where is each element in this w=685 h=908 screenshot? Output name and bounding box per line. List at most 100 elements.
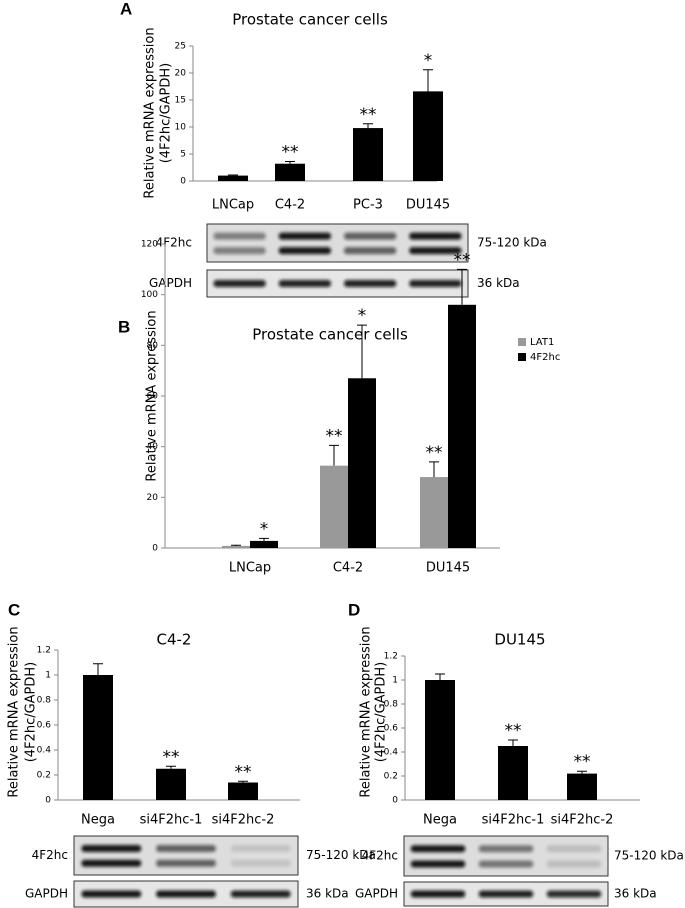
- y-tick-label: 25: [175, 42, 186, 52]
- error-bar: [329, 444, 339, 466]
- error-bar: [429, 461, 439, 478]
- blot-band: [156, 844, 216, 852]
- blot-size: 75-120 kDa: [306, 848, 376, 862]
- y-tick-label: 0.8: [37, 696, 52, 706]
- blot-label: GAPDH: [355, 887, 398, 901]
- blot-band: [344, 232, 397, 240]
- bar: [228, 782, 258, 800]
- blot-label: GAPDH: [25, 887, 68, 901]
- y-axis-label: (4F2hc/GAPDH): [24, 662, 39, 763]
- panel-letter: C: [8, 600, 20, 619]
- significance: **: [282, 143, 299, 163]
- blot-band: [156, 859, 216, 867]
- significance: **: [163, 747, 180, 767]
- significance: **: [454, 250, 471, 270]
- bar: [425, 680, 455, 800]
- x-tick-label: si4F2hc-1: [140, 813, 203, 828]
- y-tick-label: 10: [175, 123, 187, 133]
- x-tick-label: DU145: [426, 561, 470, 576]
- x-tick-label: si4F2hc-1: [482, 813, 545, 828]
- y-tick-label: 0.6: [384, 724, 399, 734]
- blot-label: 4F2hc: [156, 236, 192, 250]
- error-bar: [457, 268, 467, 305]
- blot-band: [410, 845, 466, 853]
- y-tick-label: 120: [141, 240, 158, 250]
- panel-letter: B: [118, 317, 130, 336]
- y-axis-label: (4F2hc/GAPDH): [374, 662, 389, 763]
- y-axis-label: (4F2hc/GAPDH): [159, 63, 174, 164]
- bar: [320, 465, 348, 548]
- blot-band: [546, 890, 602, 898]
- bar: [348, 378, 376, 548]
- y-tick-label: 0.4: [384, 748, 399, 758]
- error-bar: [363, 123, 373, 129]
- error-bar: [93, 663, 103, 675]
- blot-size: 75-120 kDa: [614, 849, 684, 863]
- y-tick-label: 0: [152, 544, 158, 554]
- x-tick-label: DU145: [406, 198, 450, 213]
- significance: *: [260, 519, 269, 539]
- significance: **: [505, 721, 522, 741]
- blot-band: [230, 859, 291, 867]
- significance: **: [326, 426, 343, 446]
- blot-frame: [73, 835, 299, 876]
- x-tick-label: PC-3: [353, 198, 383, 213]
- y-tick-label: 20: [175, 69, 187, 79]
- blot-frame: [206, 223, 469, 263]
- bar: [156, 768, 186, 800]
- error-bar: [508, 739, 518, 746]
- blot-band: [156, 890, 216, 898]
- y-axis-label: Relative mRNA expression: [359, 626, 374, 797]
- error-bar: [259, 537, 269, 541]
- significance: *: [358, 306, 367, 326]
- blot-band: [81, 844, 142, 852]
- blot-band: [409, 232, 462, 240]
- blot-band: [409, 280, 462, 287]
- y-tick-label: 0: [392, 796, 398, 806]
- y-tick-label: 40: [147, 442, 159, 452]
- legend-swatch: [518, 353, 526, 361]
- y-tick-label: 60: [147, 392, 159, 402]
- bar: [275, 163, 305, 181]
- blot-band: [81, 890, 142, 898]
- error-bar: [285, 161, 295, 164]
- legend-label: 4F2hc: [530, 352, 560, 363]
- bar: [498, 746, 528, 800]
- y-tick-label: 0.2: [384, 772, 398, 782]
- y-tick-label: 1: [392, 676, 398, 686]
- x-tick-label: C4-2: [333, 561, 363, 576]
- blot-band: [81, 859, 142, 867]
- error-bar: [357, 324, 367, 379]
- bar: [420, 477, 448, 548]
- blot-band: [478, 845, 534, 853]
- x-tick-label: si4F2hc-2: [212, 813, 275, 828]
- blot-band: [344, 280, 397, 287]
- blot-band: [409, 247, 462, 255]
- bar: [218, 175, 248, 181]
- significance: **: [426, 443, 443, 463]
- blot-band: [546, 860, 602, 868]
- chart-title: DU145: [494, 631, 545, 649]
- y-tick-label: 0: [180, 177, 186, 187]
- bar: [222, 545, 250, 548]
- blot-band: [230, 890, 291, 898]
- y-tick-label: 1: [45, 671, 51, 681]
- y-tick-label: 0: [45, 796, 51, 806]
- blot-band: [278, 232, 331, 240]
- error-bar: [423, 69, 433, 92]
- significance: **: [574, 752, 591, 772]
- error-bar: [238, 780, 248, 783]
- x-tick-label: Nega: [81, 813, 115, 828]
- bar: [413, 91, 443, 181]
- significance: **: [360, 105, 377, 125]
- error-bar: [577, 770, 587, 774]
- panel-letter: A: [120, 0, 132, 18]
- blot-size: 36 kDa: [477, 276, 520, 290]
- error-bar: [435, 673, 445, 680]
- bar: [567, 773, 597, 800]
- blot-frame: [403, 835, 609, 877]
- chart-title: Prostate cancer cells: [252, 326, 408, 344]
- blot-size: 36 kDa: [306, 887, 349, 901]
- y-tick-label: 1.2: [37, 646, 51, 656]
